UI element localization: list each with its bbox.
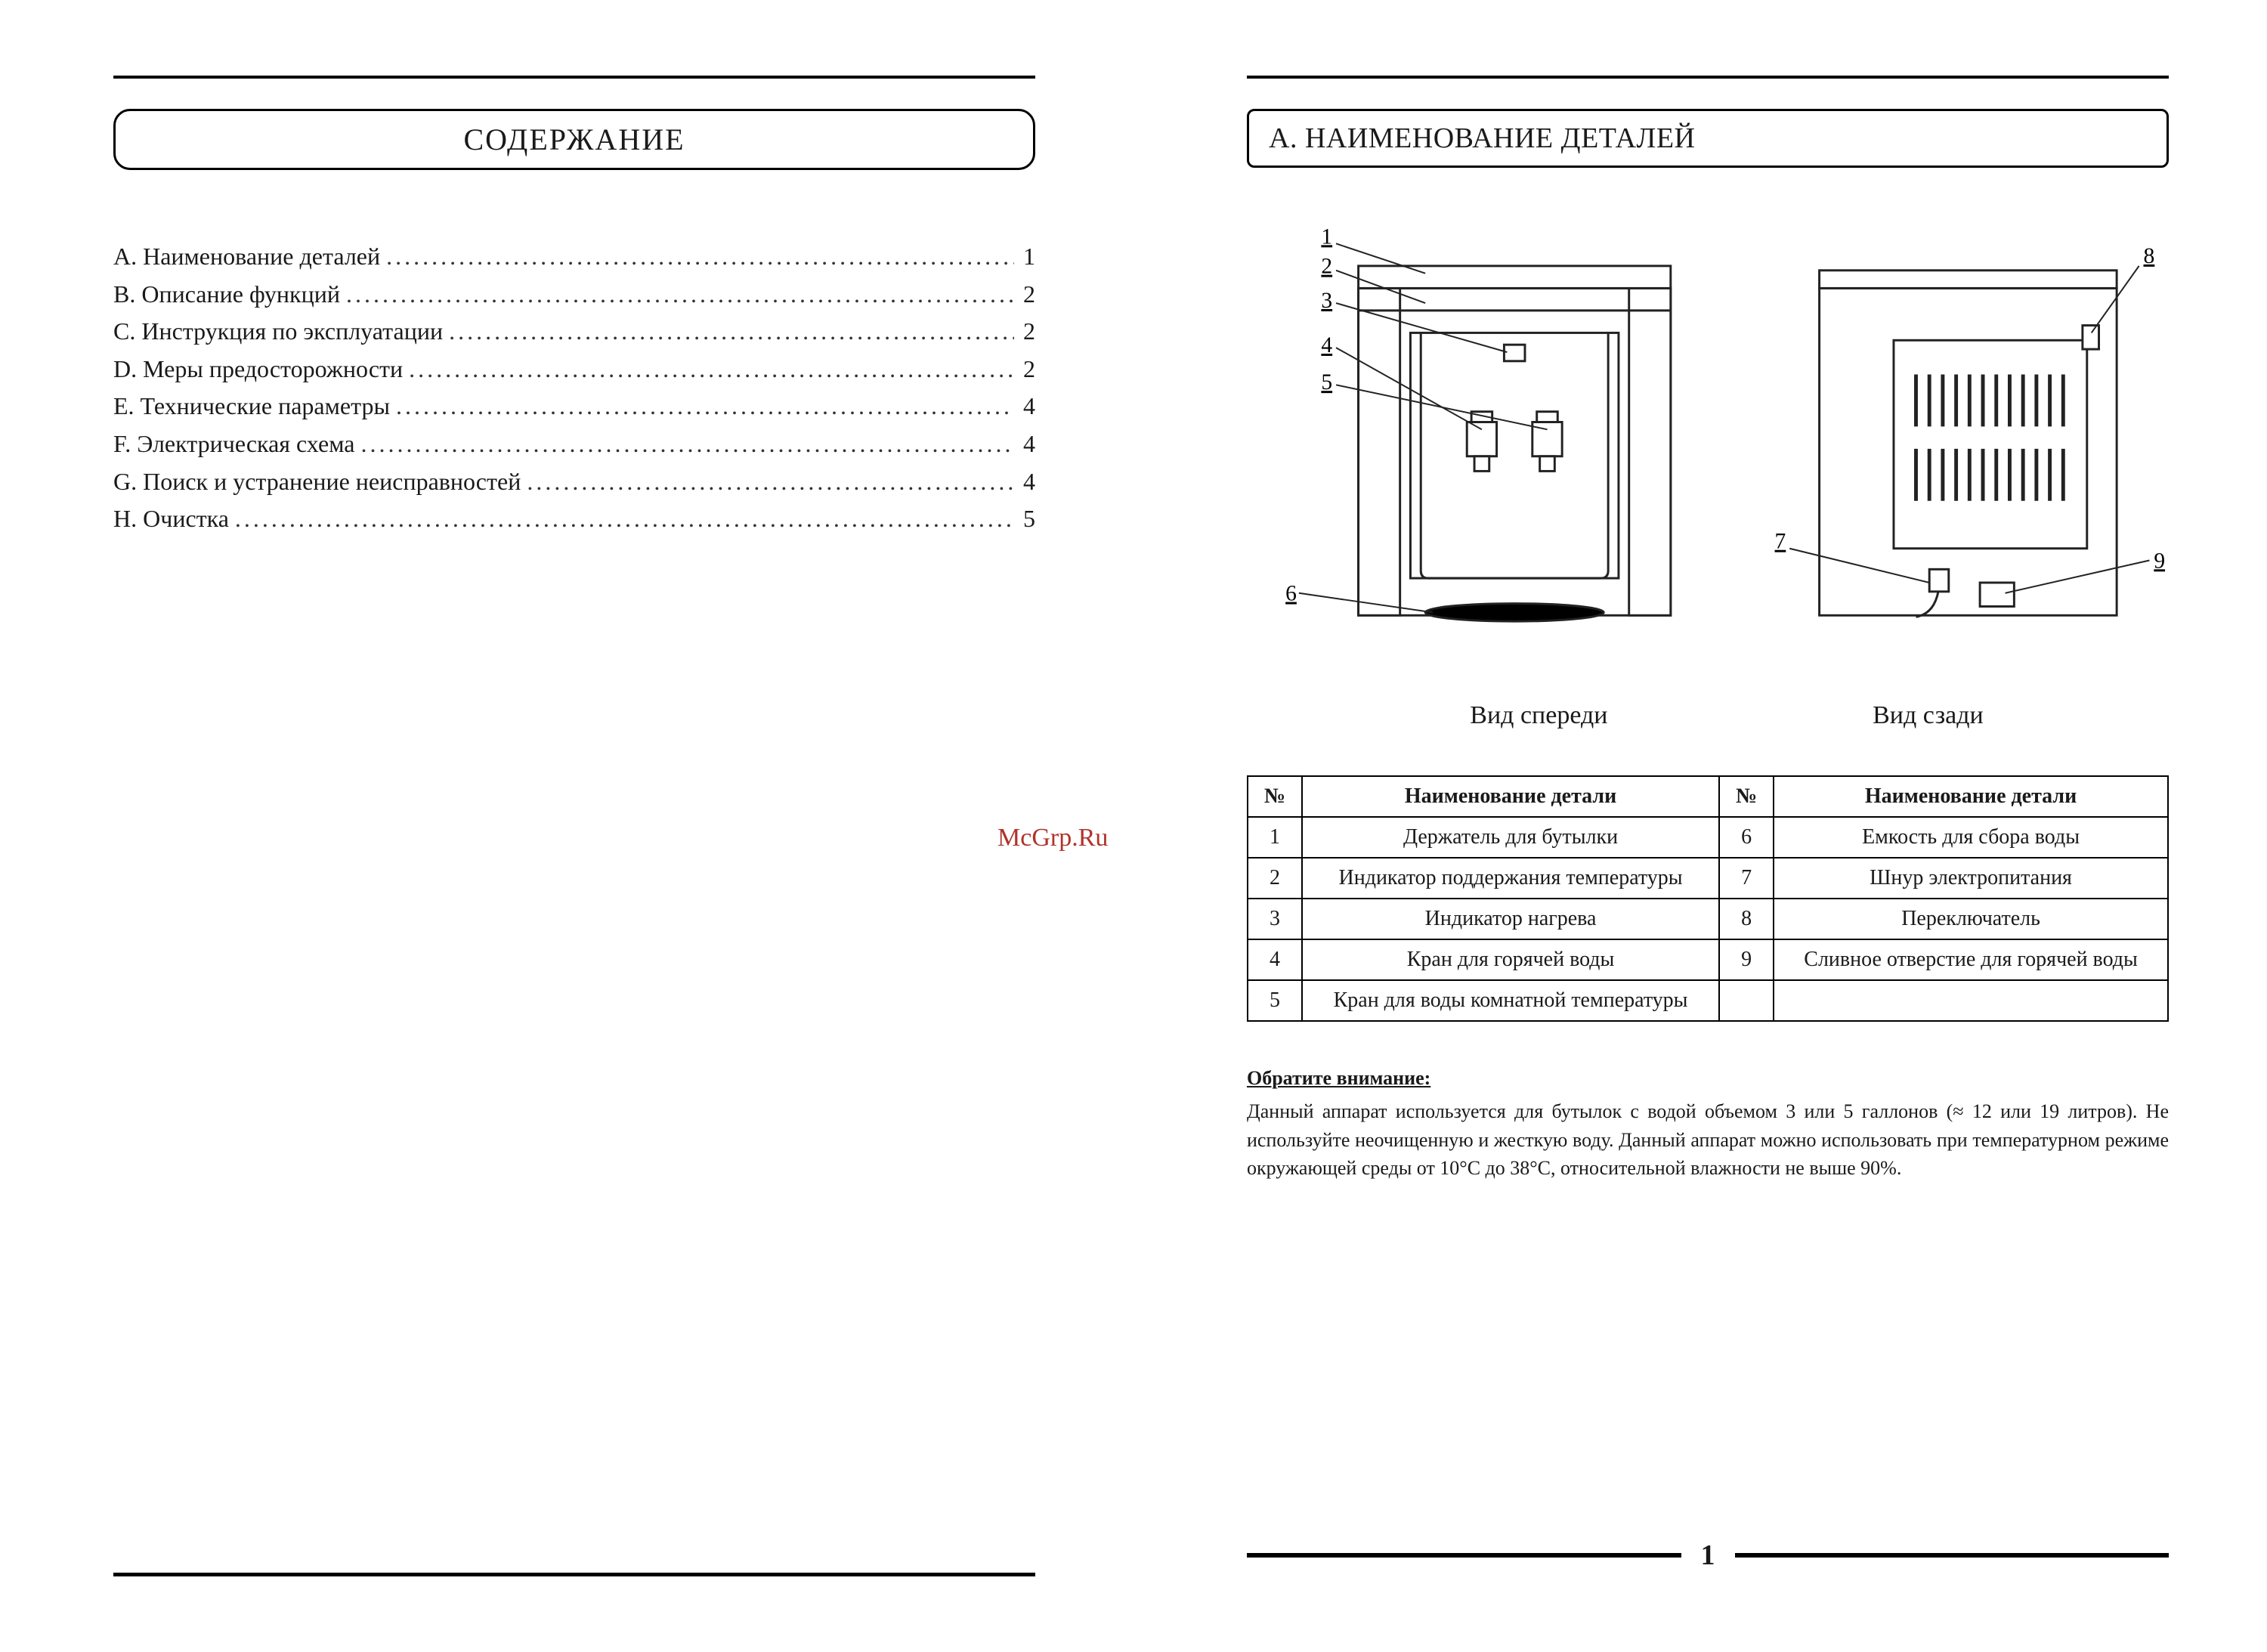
toc-row: C. Инструкция по эксплуатации 2 bbox=[113, 313, 1035, 351]
toc-leader bbox=[360, 425, 1014, 463]
toc-page: 4 bbox=[1020, 425, 1035, 463]
toc-label: A. Наименование деталей bbox=[113, 238, 380, 276]
toc-row: F. Электрическая схема 4 bbox=[113, 425, 1035, 463]
cell-num: 3 bbox=[1248, 899, 1302, 939]
toc-leader bbox=[396, 388, 1014, 425]
page-right: А. НАИМЕНОВАНИЕ ДЕТАЛЕЙ bbox=[1179, 45, 2222, 1607]
cell-name: Шнур электропитания bbox=[1774, 858, 2168, 899]
callout-3: 3 bbox=[1321, 289, 1332, 313]
callout-1: 1 bbox=[1321, 224, 1332, 249]
callout-7: 7 bbox=[1775, 530, 1786, 554]
cell-num: 7 bbox=[1719, 858, 1774, 899]
cell-name: Сливное отверстие для горячей воды bbox=[1774, 939, 2168, 980]
toc-row: B. Описание функций 2 bbox=[113, 276, 1035, 314]
toc-label: G. Поиск и устранение неисправностей bbox=[113, 463, 521, 501]
toc-title: СОДЕРЖАНИЕ bbox=[463, 122, 685, 156]
cell-num bbox=[1719, 980, 1774, 1021]
top-rule bbox=[1247, 76, 2169, 79]
bottom-rule bbox=[113, 1573, 1035, 1576]
section-title-box: А. НАИМЕНОВАНИЕ ДЕТАЛЕЙ bbox=[1247, 109, 2169, 168]
caption-front: Вид спереди bbox=[1470, 701, 1607, 730]
toc-label: F. Электрическая схема bbox=[113, 425, 354, 463]
cell-name: Индикатор нагрева bbox=[1302, 899, 1719, 939]
cell-name: Индикатор поддержания температуры bbox=[1302, 858, 1719, 899]
toc-label: C. Инструкция по эксплуатации bbox=[113, 313, 443, 351]
toc-row: E. Технические параметры 4 bbox=[113, 388, 1035, 425]
cell-num: 6 bbox=[1719, 817, 1774, 858]
toc-row: A. Наименование деталей 1 bbox=[113, 238, 1035, 276]
table-row: 5 Кран для воды комнатной температуры bbox=[1248, 980, 2168, 1021]
toc-leader bbox=[235, 500, 1014, 538]
section-title: А. НАИМЕНОВАНИЕ ДЕТАЛЕЙ bbox=[1269, 122, 1695, 154]
col-num: № bbox=[1719, 776, 1774, 817]
diagram-captions: Вид спереди Вид сзади bbox=[1277, 701, 2139, 730]
toc-list: A. Наименование деталей 1 B. Описание фу… bbox=[113, 238, 1035, 538]
cell-name: Держатель для бутылки bbox=[1302, 817, 1719, 858]
table-row: 4 Кран для горячей воды 9 Сливное отверс… bbox=[1248, 939, 2168, 980]
col-name: Наименование детали bbox=[1774, 776, 2168, 817]
callout-6: 6 bbox=[1285, 582, 1297, 606]
toc-label: H. Очистка bbox=[113, 500, 229, 538]
toc-page: 4 bbox=[1020, 388, 1035, 425]
toc-page: 2 bbox=[1020, 276, 1035, 314]
cell-name bbox=[1774, 980, 2168, 1021]
toc-label: B. Описание функций bbox=[113, 276, 340, 314]
toc-label: D. Меры предосторожности bbox=[113, 351, 403, 388]
rule-segment bbox=[1247, 1553, 1681, 1558]
cell-name: Кран для горячей воды bbox=[1302, 939, 1719, 980]
toc-leader bbox=[386, 238, 1014, 276]
toc-label: E. Технические параметры bbox=[113, 388, 390, 425]
notice-block: Обратите внимание: Данный аппарат исполь… bbox=[1247, 1067, 2169, 1183]
cell-num: 9 bbox=[1719, 939, 1774, 980]
cell-num: 4 bbox=[1248, 939, 1302, 980]
cell-name: Кран для воды комнатной температуры bbox=[1302, 980, 1719, 1021]
col-name: Наименование детали bbox=[1302, 776, 1719, 817]
toc-page: 4 bbox=[1020, 463, 1035, 501]
top-rule bbox=[113, 76, 1035, 79]
table-row: 3 Индикатор нагрева 8 Переключатель bbox=[1248, 899, 2168, 939]
parts-table-header: № Наименование детали № Наименование дет… bbox=[1248, 776, 2168, 817]
callout-8: 8 bbox=[2144, 244, 2155, 268]
caption-back: Вид сзади bbox=[1873, 701, 1984, 730]
toc-row: D. Меры предосторожности 2 bbox=[113, 351, 1035, 388]
rule-segment bbox=[1735, 1553, 2170, 1558]
toc-page: 5 bbox=[1020, 500, 1035, 538]
cell-num: 8 bbox=[1719, 899, 1774, 939]
callout-4: 4 bbox=[1321, 333, 1332, 357]
cell-num: 1 bbox=[1248, 817, 1302, 858]
callout-2: 2 bbox=[1321, 255, 1332, 279]
toc-row: H. Очистка 5 bbox=[113, 500, 1035, 538]
col-num: № bbox=[1248, 776, 1302, 817]
toc-page: 2 bbox=[1020, 313, 1035, 351]
cell-num: 5 bbox=[1248, 980, 1302, 1021]
toc-leader bbox=[527, 463, 1014, 501]
toc-leader bbox=[346, 276, 1014, 314]
parts-table: № Наименование детали № Наименование дет… bbox=[1247, 775, 2169, 1022]
page-number: 1 bbox=[1681, 1539, 1735, 1572]
toc-title-box: СОДЕРЖАНИЕ bbox=[113, 109, 1035, 170]
notice-body: Данный аппарат используется для бутылок … bbox=[1247, 1097, 2169, 1183]
callout-5: 5 bbox=[1321, 370, 1332, 394]
toc-row: G. Поиск и устранение неисправностей 4 bbox=[113, 463, 1035, 501]
parts-diagram: 1 2 3 4 5 6 bbox=[1247, 195, 2169, 694]
toc-leader bbox=[409, 351, 1014, 388]
notice-heading: Обратите внимание: bbox=[1247, 1067, 2169, 1090]
toc-leader bbox=[449, 313, 1014, 351]
page-left: СОДЕРЖАНИЕ A. Наименование деталей 1 B. … bbox=[45, 45, 1088, 1607]
document-spread: McGrp.Ru СОДЕРЖАНИЕ A. Наименование дета… bbox=[0, 0, 2267, 1652]
table-row: 1 Держатель для бутылки 6 Емкость для сб… bbox=[1248, 817, 2168, 858]
bottom-rule: 1 bbox=[1247, 1539, 2169, 1572]
cell-name: Переключатель bbox=[1774, 899, 2168, 939]
cell-name: Емкость для сбора воды bbox=[1774, 817, 2168, 858]
toc-page: 2 bbox=[1020, 351, 1035, 388]
callout-9: 9 bbox=[2154, 549, 2165, 573]
table-row: 2 Индикатор поддержания температуры 7 Шн… bbox=[1248, 858, 2168, 899]
cell-num: 2 bbox=[1248, 858, 1302, 899]
toc-page: 1 bbox=[1020, 238, 1035, 276]
